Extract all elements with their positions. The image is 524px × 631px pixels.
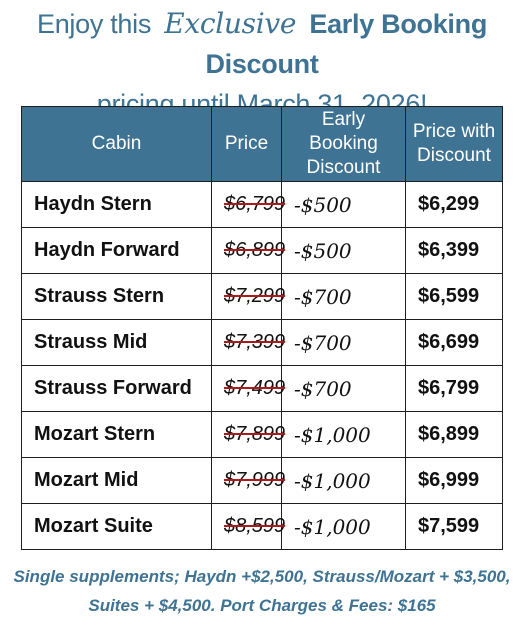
- table-row: Strauss Forward $7,499 -$700 $6,799: [21, 365, 503, 412]
- discount-amount: -$700: [281, 365, 406, 412]
- supplements-note: Single supplements; Haydn +$2,500, Strau…: [0, 562, 524, 620]
- discount-amount: -$700: [281, 319, 406, 366]
- header-cabin: Cabin: [21, 106, 212, 182]
- cabin-name: Haydn Stern: [21, 181, 212, 228]
- table-row: Strauss Stern $7,299 -$700 $6,599: [21, 273, 503, 320]
- header-price: Price: [211, 106, 282, 182]
- header-final-price: Price with Discount: [405, 106, 503, 182]
- table-row: Haydn Forward $6,899 -$500 $6,399: [21, 227, 503, 274]
- original-price: $7,399: [211, 319, 286, 366]
- headline-line-1: Enjoy this Exclusive Early Booking Disco…: [0, 4, 524, 84]
- original-price-value: $6,899: [224, 239, 286, 261]
- pricing-table: Cabin Price Early Booking Discount Price…: [21, 106, 503, 550]
- headline-prefix: Enjoy this: [36, 9, 152, 39]
- final-price: $6,299: [405, 181, 503, 228]
- final-price: $6,899: [405, 411, 503, 458]
- final-price: $6,999: [405, 457, 503, 504]
- table-header-row: Cabin Price Early Booking Discount Price…: [21, 106, 503, 182]
- supplements-line-1: Single supplements; Haydn +$2,500, Strau…: [13, 567, 511, 586]
- original-price: $7,899: [211, 411, 286, 458]
- final-price: $6,799: [405, 365, 503, 412]
- original-price-value: $7,299: [224, 285, 286, 307]
- discount-amount: -$500: [281, 227, 406, 274]
- headline-script-word: Exclusive: [164, 7, 297, 40]
- final-price: $7,599: [405, 503, 503, 550]
- original-price-value: $6,799: [224, 193, 286, 215]
- table-row: Mozart Mid $7,999 -$1,000 $6,999: [21, 457, 503, 504]
- original-price-value: $7,399: [224, 331, 286, 353]
- header-discount: Early Booking Discount: [281, 106, 406, 182]
- table-row: Mozart Suite $8,599 -$1,000 $7,599: [21, 503, 503, 550]
- original-price-value: $8,599: [224, 515, 286, 537]
- discount-amount: -$700: [281, 273, 406, 320]
- cabin-name: Mozart Mid: [21, 457, 212, 504]
- original-price-value: $7,899: [224, 423, 286, 445]
- original-price: $7,999: [211, 457, 286, 504]
- cabin-name: Mozart Suite: [21, 503, 212, 550]
- discount-amount: -$1,000: [281, 503, 406, 550]
- original-price: $6,899: [211, 227, 286, 274]
- discount-amount: -$1,000: [281, 457, 406, 504]
- cabin-name: Haydn Forward: [21, 227, 212, 274]
- original-price-value: $7,499: [224, 377, 286, 399]
- final-price: $6,599: [405, 273, 503, 320]
- final-price: $6,699: [405, 319, 503, 366]
- original-price: $7,299: [211, 273, 286, 320]
- original-price: $6,799: [211, 181, 286, 228]
- discount-amount: -$500: [281, 181, 406, 228]
- cabin-name: Strauss Forward: [21, 365, 212, 412]
- table-row: Haydn Stern $6,799 -$500 $6,299: [21, 181, 503, 228]
- original-price: $8,599: [211, 503, 286, 550]
- headline-bold: Early Booking Discount: [205, 9, 488, 79]
- cabin-name: Strauss Stern: [21, 273, 212, 320]
- supplements-line-2: Suites + $4,500. Port Charges & Fees: $1…: [88, 596, 436, 615]
- original-price-value: $7,999: [224, 469, 286, 491]
- table-row: Mozart Stern $7,899 -$1,000 $6,899: [21, 411, 503, 458]
- table-row: Strauss Mid $7,399 -$700 $6,699: [21, 319, 503, 366]
- final-price: $6,399: [405, 227, 503, 274]
- cabin-name: Mozart Stern: [21, 411, 212, 458]
- cabin-name: Strauss Mid: [21, 319, 212, 366]
- discount-amount: -$1,000: [281, 411, 406, 458]
- original-price: $7,499: [211, 365, 286, 412]
